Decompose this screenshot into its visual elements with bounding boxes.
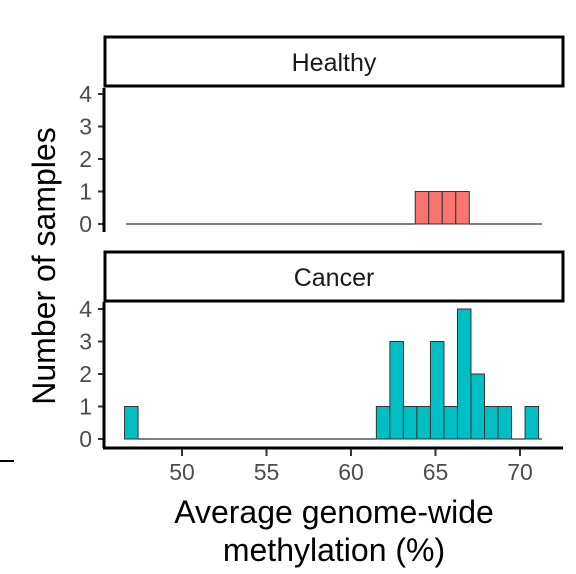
histogram-bar-healthy <box>455 191 470 225</box>
histogram-bar-cancer <box>497 406 513 440</box>
histogram-bar-cancer <box>470 373 486 440</box>
facet-label-healthy: Healthy <box>292 49 377 77</box>
x-tick-label: 60 <box>338 459 364 485</box>
panel-healthy: 0 1 2 3 4 <box>79 81 542 237</box>
y-tick-label-cancer: 0 <box>79 426 92 452</box>
histogram-bar-cancer <box>429 341 445 440</box>
histogram-bar-healthy <box>414 191 430 225</box>
y-tick-label-cancer: 2 <box>79 361 92 387</box>
facet-strip-cancer <box>103 250 565 303</box>
histogram-bar-cancer <box>389 341 404 440</box>
histogram-bar-cancer <box>416 406 431 440</box>
histogram-bar-cancer <box>124 406 139 440</box>
x-axis-ticks: 50 55 60 65 70 <box>169 449 533 485</box>
y-tick-label-healthy: 3 <box>79 114 92 140</box>
y-tick-label-healthy: 2 <box>79 146 92 172</box>
y-tick-label-healthy: 0 <box>79 211 92 237</box>
x-tick-label: 70 <box>507 459 533 485</box>
histogram-bar-healthy <box>441 191 457 225</box>
histogram-bar-healthy <box>428 191 443 225</box>
histogram-bar-cancer <box>456 308 472 440</box>
facet-strip-healthy <box>103 35 565 88</box>
y-axis-title: Number of samples <box>26 127 62 404</box>
y-tick-label-healthy: 4 <box>79 81 92 107</box>
y-tick-label-cancer: 1 <box>79 394 92 420</box>
histogram-bar-cancer <box>524 406 540 440</box>
y-tick-label-cancer: 3 <box>79 329 92 355</box>
x-tick-label: 55 <box>254 459 280 485</box>
histogram-bar-cancer <box>375 406 391 440</box>
x-axis-title-line-1: Average genome-wide <box>174 494 494 530</box>
panel-cancer: 0 1 2 3 4 <box>79 296 542 452</box>
histogram-bar-cancer <box>443 406 458 440</box>
y-tick-label-healthy: 1 <box>79 179 92 205</box>
histogram-bar-cancer <box>484 406 499 440</box>
facet-label-cancer: Cancer <box>294 264 375 292</box>
x-tick-label: 65 <box>423 459 449 485</box>
histogram-bar-cancer <box>402 406 418 440</box>
x-axis-title-line-2: methylation (%) <box>223 532 445 568</box>
y-tick-label-cancer: 4 <box>79 296 92 322</box>
x-tick-label: 50 <box>169 459 195 485</box>
